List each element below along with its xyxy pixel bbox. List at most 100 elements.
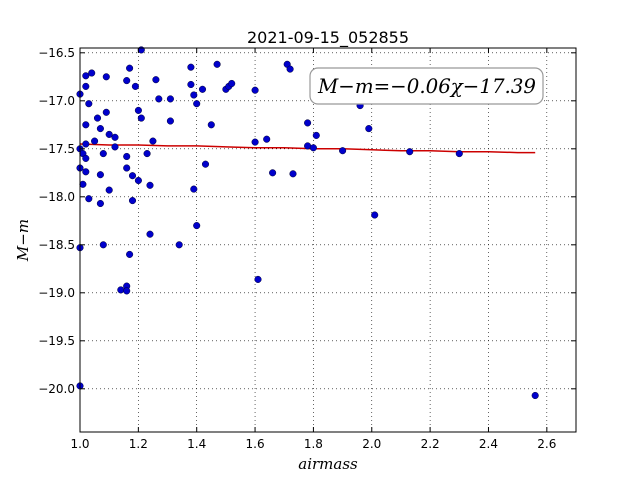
data-point [96, 125, 104, 133]
data-point [79, 180, 87, 188]
data-point [82, 82, 90, 90]
data-point [82, 154, 90, 162]
data-point [99, 241, 107, 249]
data-point [85, 195, 93, 203]
y-tick-label: −19.5 [38, 334, 75, 348]
data-point [406, 148, 414, 156]
data-point [155, 95, 163, 103]
data-point [309, 144, 317, 152]
data-point [123, 152, 131, 161]
data-point [312, 131, 320, 139]
data-point [82, 140, 90, 148]
data-point [102, 73, 110, 81]
data-point [166, 95, 174, 103]
data-point [96, 199, 104, 208]
x-tick-label: 1.8 [304, 437, 323, 451]
data-point [128, 172, 137, 180]
data-point [286, 65, 294, 73]
x-tick-label: 2.0 [362, 437, 381, 451]
data-point [304, 119, 312, 127]
x-tick-label: 2.4 [479, 437, 498, 451]
y-tick-label: −18.5 [38, 238, 75, 252]
data-point [254, 275, 262, 283]
data-point [93, 114, 102, 122]
plot-frame [79, 47, 577, 433]
data-point [99, 150, 107, 158]
data-point [123, 164, 131, 172]
data-point [126, 250, 134, 258]
data-point [96, 171, 104, 179]
data-point [82, 121, 90, 129]
data-point [269, 169, 277, 177]
data-point [289, 170, 297, 178]
y-tick-label: −16.5 [38, 46, 75, 60]
data-point [146, 230, 154, 238]
data-point [339, 147, 347, 155]
data-point [455, 150, 463, 158]
y-tick-label: −19.0 [38, 286, 75, 300]
y-tick-label: −18.0 [38, 190, 75, 204]
data-point [85, 100, 93, 108]
data-point [190, 91, 198, 99]
data-point [187, 63, 195, 71]
data-point [213, 60, 221, 68]
data-point [201, 160, 210, 168]
fit-annotation-text: M−m=−0.06χ−17.39 [317, 74, 536, 98]
data-point [111, 133, 119, 141]
y-tick-label: −20.0 [38, 382, 75, 396]
x-tick-label: 2.2 [421, 437, 440, 451]
data-point [175, 241, 183, 249]
x-tick-label: 1.4 [187, 437, 206, 451]
data-point [137, 114, 145, 122]
data-point [123, 287, 131, 295]
x-tick-label: 1.2 [129, 437, 148, 451]
y-axis-label: M−m [14, 219, 32, 262]
data-point [207, 121, 215, 129]
data-point [126, 64, 134, 72]
data-points [76, 46, 539, 400]
data-point [193, 222, 201, 230]
data-point [365, 125, 373, 133]
x-tick-label: 1.0 [70, 437, 89, 451]
data-point [91, 137, 99, 145]
data-point [134, 176, 142, 185]
data-point [371, 211, 379, 219]
chart-title: 2021-09-15_052855 [247, 28, 409, 48]
data-point [228, 79, 236, 88]
data-point [251, 138, 259, 146]
data-point [187, 80, 195, 89]
data-point [198, 85, 207, 93]
fit-annotation-box [309, 67, 544, 105]
data-point [263, 135, 271, 143]
grid [79, 48, 576, 432]
data-point [251, 86, 259, 94]
fit-annotation: M−m=−0.06χ−17.39 [309, 67, 544, 105]
axis-ticks [79, 48, 576, 432]
data-point [190, 185, 198, 193]
data-point [193, 100, 201, 108]
y-tick-label: −17.0 [38, 94, 75, 108]
data-point [105, 186, 113, 194]
data-point [531, 391, 539, 400]
data-point [128, 197, 137, 205]
y-tick-labels: −16.5 −17.0 −17.5 −18.0 −18.5 −19.0 −19.5 −20.0 [38, 46, 75, 396]
data-point [117, 286, 125, 294]
x-tick-label: 1.6 [246, 437, 265, 451]
data-point [134, 106, 142, 114]
x-axis-label: airmass [298, 455, 358, 473]
data-point [82, 72, 90, 80]
data-point [111, 143, 119, 151]
data-point [143, 150, 151, 158]
data-point [123, 77, 131, 85]
y-tick-label: −17.5 [38, 142, 75, 156]
data-point [88, 69, 96, 77]
data-point [152, 76, 160, 84]
data-point [166, 117, 174, 125]
data-point [102, 108, 110, 116]
data-point [82, 168, 90, 176]
data-point [105, 130, 113, 138]
data-point [131, 82, 139, 90]
data-point [149, 137, 157, 145]
